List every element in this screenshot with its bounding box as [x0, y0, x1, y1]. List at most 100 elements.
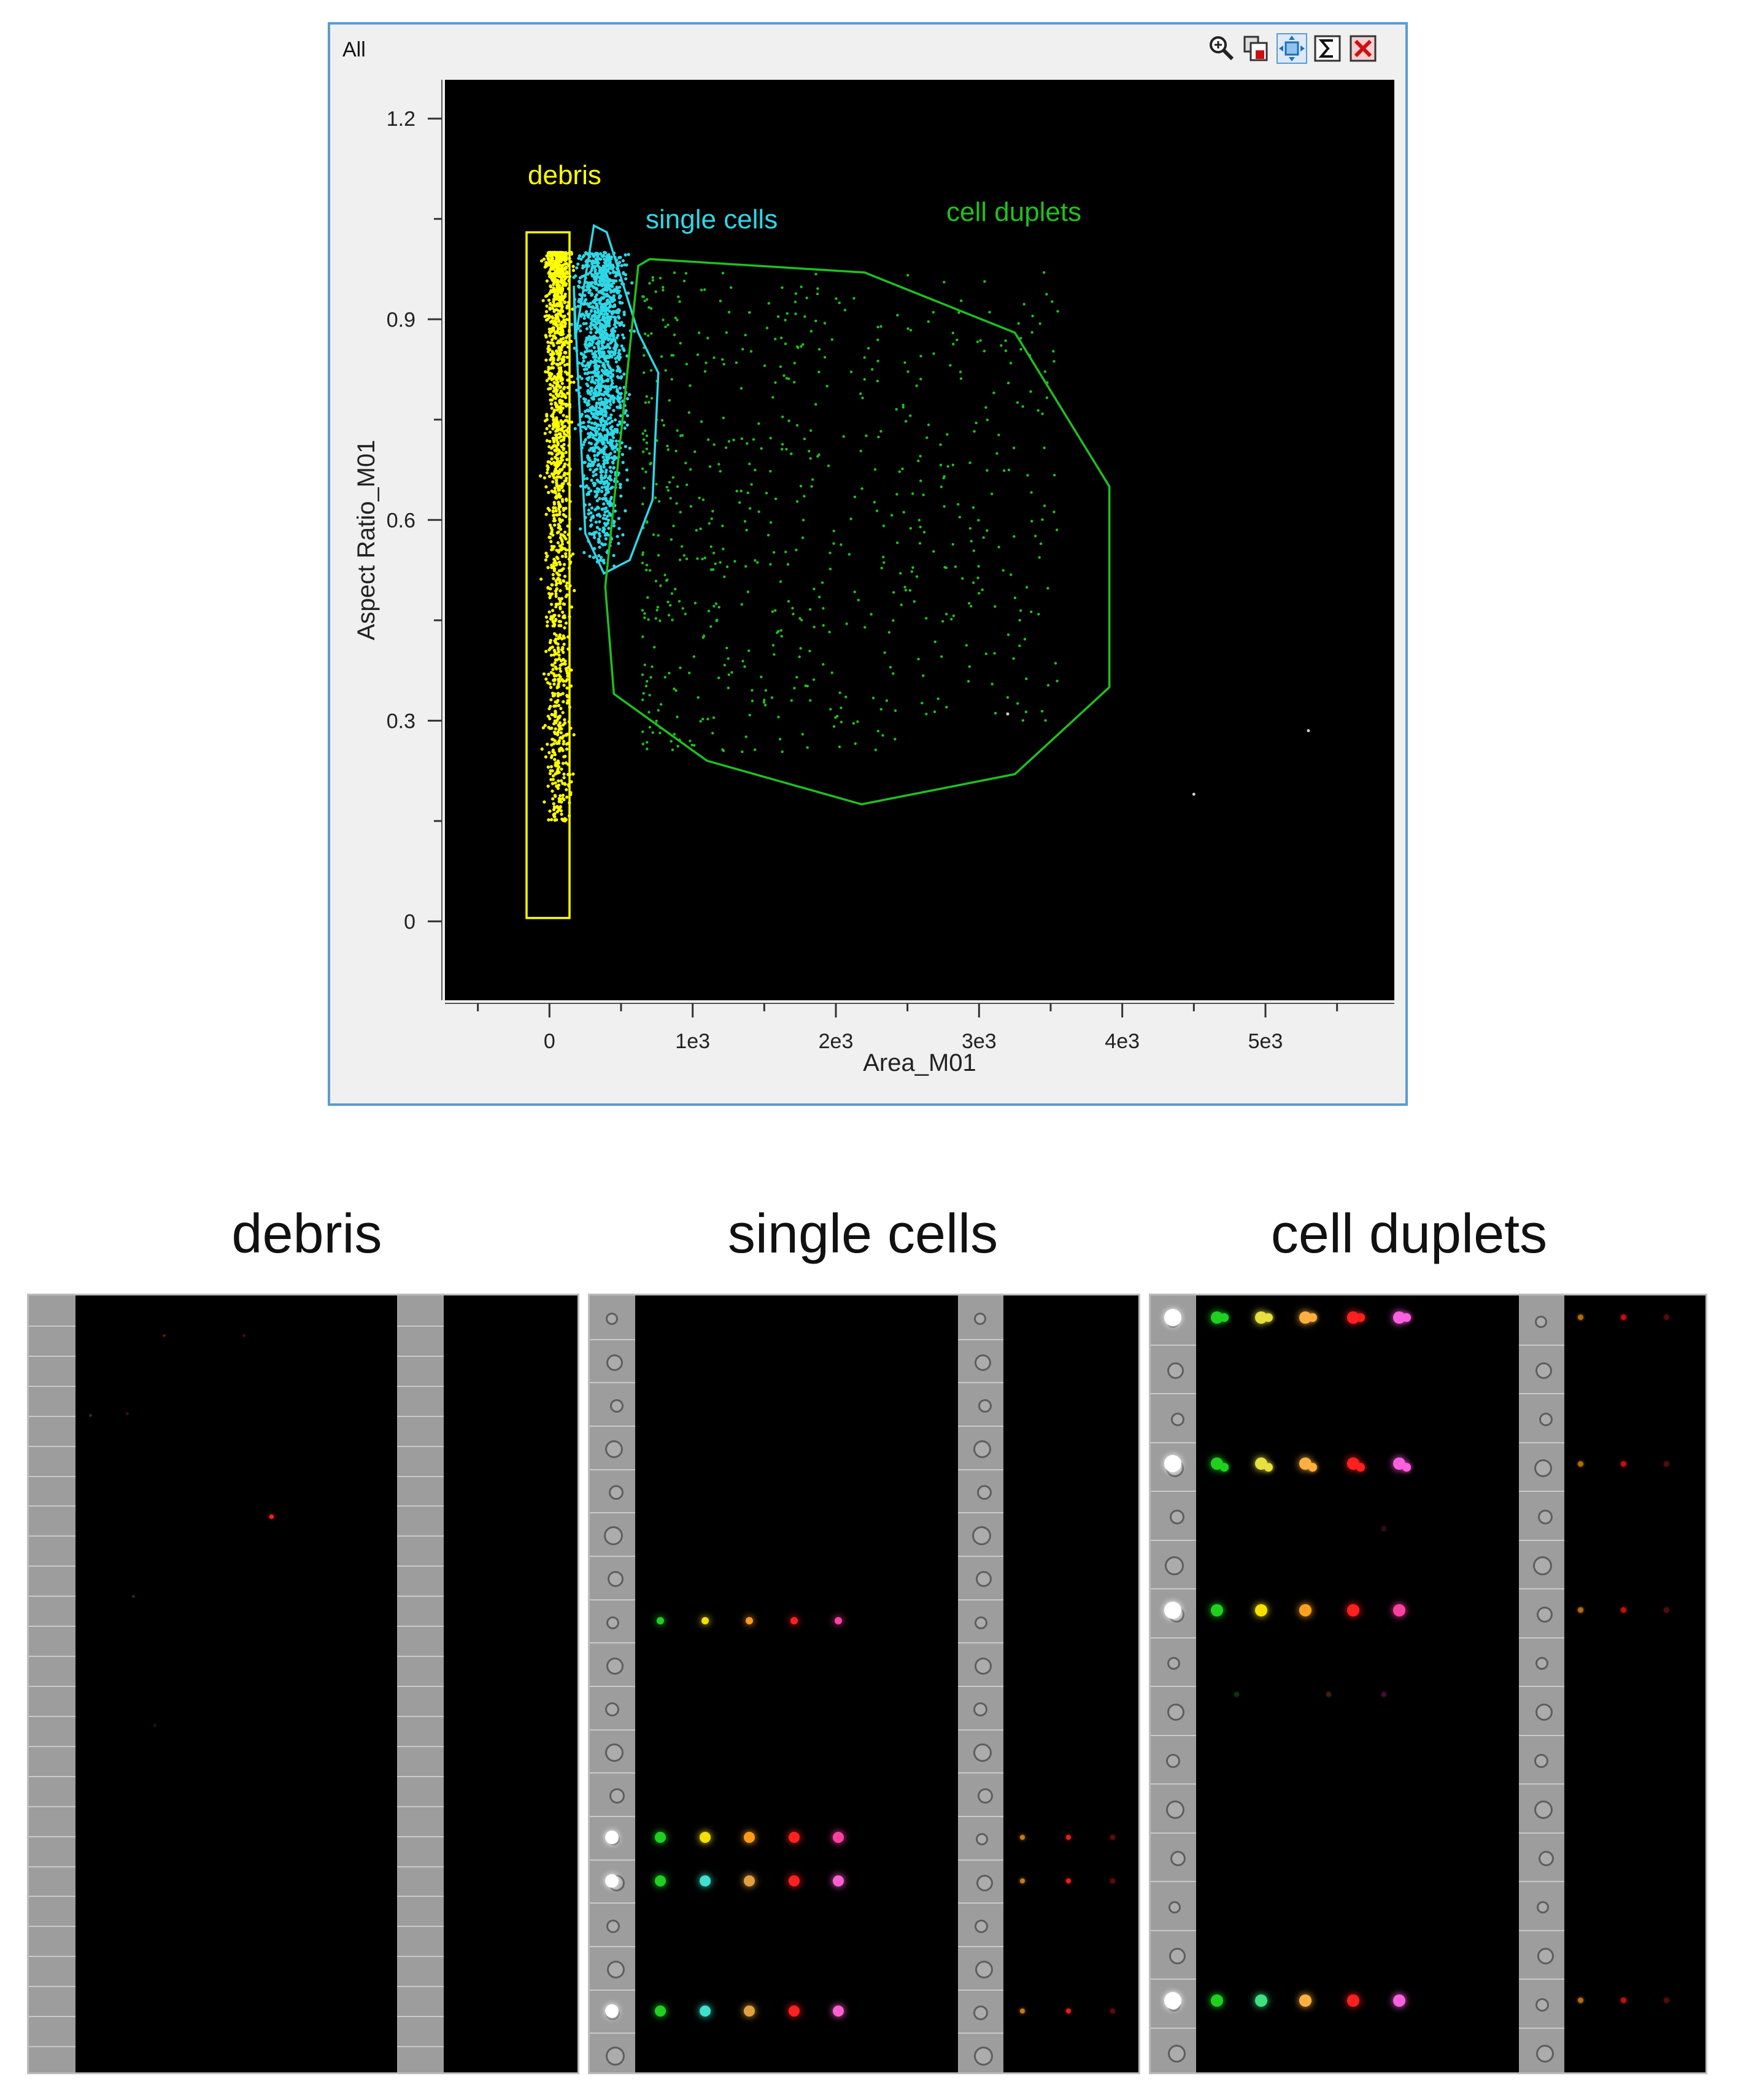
- data-point: [1016, 401, 1019, 404]
- data-point: [616, 423, 620, 427]
- data-point: [616, 287, 619, 290]
- data-point: [922, 674, 925, 677]
- fit-view-icon[interactable]: [1276, 33, 1307, 64]
- series-cell-duplets: [641, 271, 1059, 754]
- data-point: [560, 320, 564, 324]
- data-point: [551, 573, 555, 576]
- data-point: [593, 309, 597, 313]
- row-divider: [1519, 1929, 1564, 1931]
- data-point: [601, 497, 604, 501]
- row-divider: [397, 1565, 444, 1567]
- data-point: [600, 485, 604, 489]
- data-point: [558, 548, 562, 552]
- data-point: [606, 312, 609, 316]
- data-point: [588, 554, 592, 558]
- data-point: [557, 394, 560, 398]
- data-point: [609, 341, 612, 345]
- data-point: [557, 614, 561, 617]
- data-point: [903, 361, 906, 365]
- data-point: [654, 579, 658, 583]
- data-point: [604, 445, 608, 449]
- brightfield-cell: [977, 1485, 992, 1500]
- data-point: [646, 298, 649, 301]
- data-point: [598, 268, 601, 272]
- data-point: [706, 438, 710, 441]
- data-point: [560, 800, 563, 804]
- row-divider: [29, 2046, 75, 2048]
- data-point: [551, 668, 555, 671]
- data-point: [562, 772, 566, 776]
- brightfield-cell: [976, 1874, 993, 1891]
- row-divider: [1151, 1881, 1196, 1882]
- data-point: [600, 284, 604, 287]
- copy-plot-icon[interactable]: [1241, 33, 1272, 64]
- data-point: [557, 728, 561, 732]
- x-tick-label: 4e3: [1105, 1030, 1140, 1053]
- data-point: [588, 433, 592, 436]
- data-point: [641, 743, 645, 746]
- data-point: [666, 448, 670, 451]
- row-divider: [958, 1989, 1003, 1991]
- data-point: [555, 667, 558, 671]
- data-point: [585, 327, 589, 331]
- data-point: [664, 325, 667, 328]
- data-point: [547, 327, 551, 331]
- data-point: [620, 301, 624, 305]
- data-point: [719, 469, 722, 473]
- fluorescent-cell: [1308, 1463, 1317, 1472]
- data-point: [632, 330, 636, 333]
- data-point: [542, 672, 546, 676]
- data-point: [803, 438, 806, 441]
- data-point: [562, 482, 565, 485]
- data-point: [792, 612, 795, 616]
- data-point: [722, 363, 725, 366]
- row-divider: [397, 1415, 444, 1417]
- data-point: [603, 513, 606, 517]
- data-point: [556, 363, 560, 367]
- data-point: [554, 592, 558, 596]
- data-point: [610, 299, 614, 303]
- data-point: [608, 387, 612, 391]
- brightfield-cell: [610, 1399, 624, 1413]
- data-point: [890, 514, 894, 517]
- data-point: [876, 379, 879, 383]
- brightfield-bright-cell: [1164, 1308, 1181, 1326]
- data-point: [564, 666, 568, 671]
- data-point: [548, 523, 552, 527]
- y-tick-label: 1.2: [387, 107, 415, 131]
- zoom-in-icon[interactable]: [1205, 33, 1236, 64]
- data-point: [554, 433, 558, 437]
- single-cells-image-panel: [588, 1294, 1140, 2074]
- data-point: [552, 519, 556, 523]
- data-point: [550, 253, 554, 257]
- row-divider: [590, 1469, 635, 1470]
- data-point: [617, 349, 621, 352]
- data-point: [932, 311, 935, 314]
- data-point: [559, 809, 563, 813]
- data-point: [904, 589, 908, 592]
- data-point: [614, 342, 618, 345]
- data-point: [596, 311, 600, 314]
- x-tick-label: 0: [544, 1030, 555, 1053]
- data-point: [655, 719, 658, 723]
- data-point: [546, 370, 550, 374]
- data-point: [853, 590, 856, 593]
- data-point: [612, 466, 616, 470]
- fluorescent-cell: [789, 2005, 800, 2017]
- data-point: [706, 336, 709, 340]
- data-point: [561, 692, 565, 695]
- data-point: [1004, 349, 1008, 352]
- statistics-sigma-icon[interactable]: [1312, 33, 1343, 64]
- data-point: [557, 251, 560, 255]
- data-point: [621, 533, 625, 537]
- data-point: [643, 354, 646, 357]
- data-point: [552, 730, 557, 734]
- row-divider: [590, 1989, 635, 1991]
- close-icon[interactable]: [1348, 33, 1378, 64]
- row-divider: [29, 1836, 75, 1837]
- data-point: [776, 631, 779, 635]
- data-point: [587, 457, 590, 461]
- data-point: [549, 594, 552, 598]
- data-point: [563, 325, 567, 328]
- data-point: [558, 361, 562, 365]
